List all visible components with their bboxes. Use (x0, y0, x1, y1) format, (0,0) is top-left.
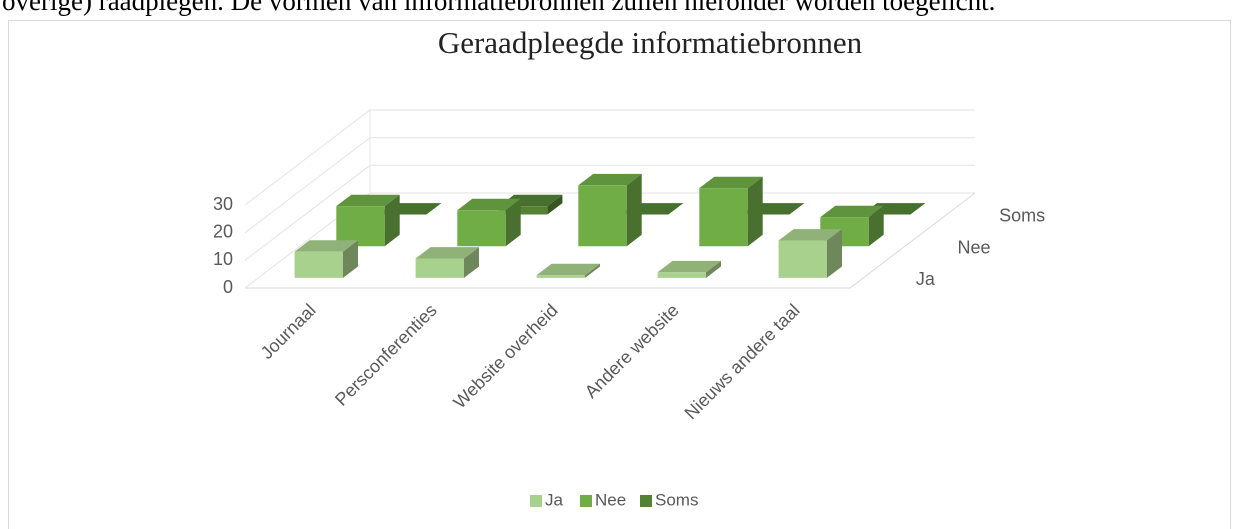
depth-label: Ja (916, 269, 936, 289)
bar-top (336, 194, 400, 207)
floor-edge (245, 192, 976, 289)
grid-line (244, 164, 975, 261)
y-tick-label: 0 (223, 277, 233, 297)
bar-side (547, 194, 563, 215)
legend-label: Ja (545, 490, 564, 509)
bar-side (626, 173, 642, 247)
bar-front (336, 206, 385, 247)
bar-front (294, 251, 343, 278)
x-tick-label: Andere website (581, 300, 683, 402)
legend-swatch (580, 495, 592, 507)
bar-front (657, 272, 706, 278)
bar (536, 263, 600, 278)
bar-top (536, 263, 600, 276)
bar-top (699, 176, 763, 189)
bar-top (657, 260, 721, 273)
chart-border (8, 20, 1231, 529)
x-tick-label: Journaal (257, 300, 320, 363)
bar (699, 176, 763, 247)
bar-side (505, 198, 521, 247)
bar (778, 229, 842, 278)
bar-side (868, 205, 884, 247)
bar (336, 194, 400, 247)
grid-line (244, 137, 975, 234)
y-tick-label: 30 (213, 194, 233, 214)
x-tick-label: Website overheid (449, 300, 561, 412)
bar-front (699, 188, 748, 247)
bar-side (747, 176, 763, 247)
document-text: overige) raadplegen. De vormen van infor… (2, 0, 996, 16)
legend-swatch (640, 495, 652, 507)
x-tick-label: Persconferenties (331, 300, 441, 410)
bar-side (706, 260, 721, 278)
y-tick-label: 20 (213, 221, 233, 241)
bar-top (820, 205, 884, 218)
bar (657, 260, 721, 278)
y-tick-label: 10 (213, 249, 233, 269)
bar (578, 173, 642, 247)
bar (294, 240, 358, 278)
depth-label: Soms (999, 206, 1045, 226)
bar-top (415, 247, 479, 259)
bar (415, 247, 479, 278)
legend-label: Soms (655, 490, 698, 509)
bar (457, 198, 521, 247)
legend-swatch (530, 495, 542, 507)
bar-front (415, 258, 464, 278)
bar-side (464, 247, 479, 278)
bar-top (294, 240, 358, 252)
x-tick-label: Nieuws andere taal (681, 300, 804, 423)
bar-front (536, 275, 585, 278)
grid-line (244, 109, 975, 206)
bar-side (827, 229, 842, 278)
bar-top (457, 198, 521, 211)
bar-side (343, 240, 358, 278)
bar-front (578, 185, 627, 247)
bar-front (457, 210, 506, 247)
bar-top (578, 173, 642, 186)
depth-label: Nee (958, 237, 991, 257)
chart-title: Geraadpleegde informatiebronnen (438, 25, 863, 60)
bar-side (585, 263, 600, 278)
bar-front (778, 240, 827, 278)
bar-top (778, 229, 842, 241)
legend-label: Nee (595, 490, 626, 509)
grid-line (244, 192, 975, 289)
bar-side (384, 194, 400, 247)
